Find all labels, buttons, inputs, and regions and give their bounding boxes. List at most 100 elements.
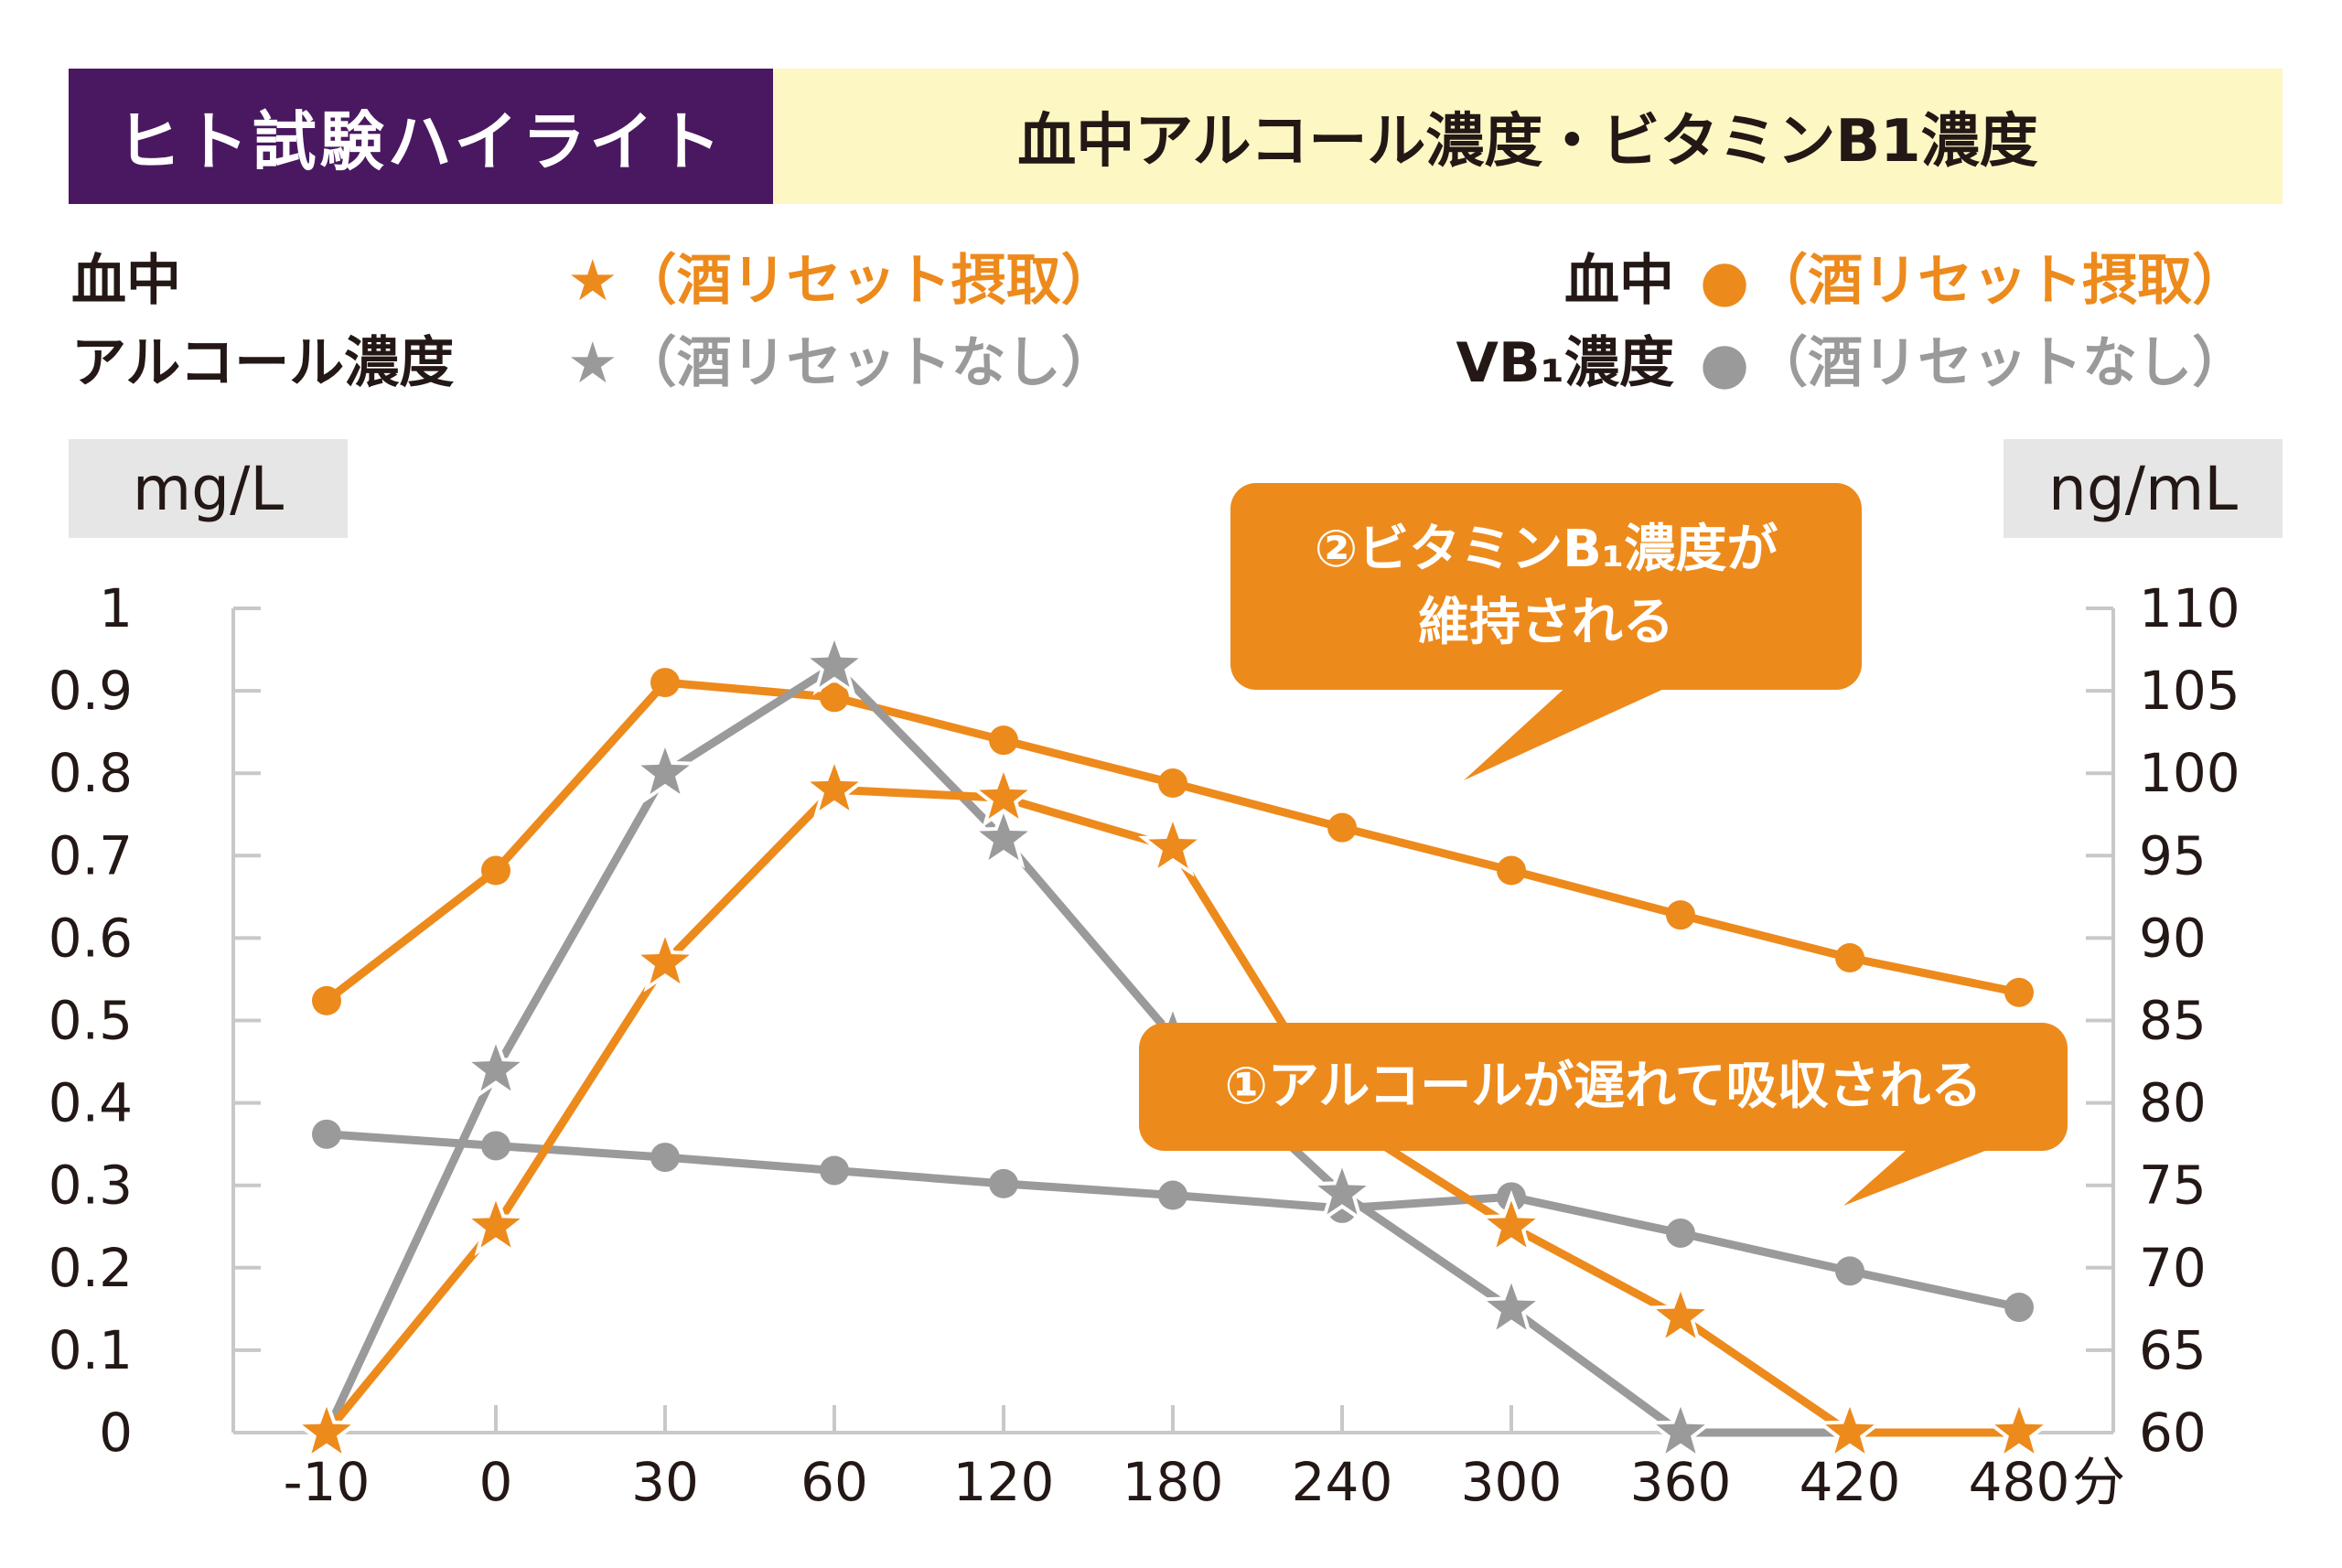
- data-point-star: [1307, 1156, 1377, 1223]
- legend-alcohol-series: ★ （酒リセット摂取） ★ （酒リセットなし）: [567, 240, 1116, 404]
- data-point-star: [1646, 1281, 1715, 1348]
- right-axis-tick-label: 70: [2139, 1237, 2207, 1299]
- header-badge: ヒト試験ハイライト: [69, 69, 773, 204]
- legend-vb1-series: ● （酒リセット摂取） ● （酒リセットなし）: [1700, 240, 2247, 404]
- right-axis-tick-label: 85: [2139, 990, 2207, 1052]
- left-axis-tick-label: 0.6: [48, 907, 133, 969]
- star-icon: ★: [567, 247, 618, 314]
- x-axis-tick-label: 300: [1461, 1451, 1563, 1513]
- data-point-circle: [481, 855, 510, 886]
- left-axis-tick-label: 0: [99, 1402, 133, 1464]
- data-point-circle: [1497, 855, 1526, 886]
- data-point-circle: [481, 1131, 510, 1161]
- right-axis-tick-label: 100: [2139, 742, 2240, 804]
- legend-alcohol-with-label: （酒リセット摂取）: [621, 249, 1116, 313]
- data-point-circle: [1835, 1256, 1864, 1286]
- callout-alcohol: ①アルコールが遅れて吸収される: [1139, 1023, 2068, 1210]
- data-point-circle: [1666, 900, 1695, 930]
- data-point-star: [1984, 1396, 2054, 1463]
- legend-vb1-line1: 血中: [1564, 249, 1674, 313]
- data-point-star: [1477, 1189, 1546, 1257]
- right-axis-tick-label: 65: [2139, 1319, 2207, 1381]
- data-point-star: [969, 802, 1038, 869]
- data-point-star: [1646, 1396, 1715, 1463]
- x-axis-tick-label: 420: [1799, 1451, 1901, 1513]
- left-axis-tick-label: 0.8: [48, 742, 133, 804]
- callout-alcohol-pointer: [1843, 1149, 1990, 1206]
- circle-icon: ●: [1700, 329, 1750, 396]
- data-point-circle: [1835, 943, 1864, 973]
- legend-alcohol: 血中 アルコール濃度: [71, 240, 454, 404]
- right-axis-tick-label: 105: [2139, 660, 2240, 722]
- data-point-star: [800, 629, 869, 696]
- data-point-circle: [312, 1119, 341, 1149]
- x-axis-tick-label: 240: [1292, 1451, 1393, 1513]
- x-axis-tick-label: 360: [1630, 1451, 1732, 1513]
- series-2: [312, 668, 2034, 1015]
- data-point-circle: [820, 1155, 849, 1186]
- data-point-star: [969, 761, 1038, 828]
- chart-series: [292, 629, 2054, 1463]
- data-point-star: [1815, 1396, 1885, 1463]
- left-axis-tick-label: 0.9: [48, 660, 133, 722]
- data-point-star: [461, 1033, 531, 1100]
- data-point-circle: [1158, 1180, 1187, 1210]
- data-point-circle: [312, 985, 341, 1015]
- data-point-circle: [1327, 812, 1357, 843]
- left-axis-tick-label: 0.3: [48, 1155, 133, 1217]
- data-point-circle: [650, 668, 680, 698]
- legend-vb1: 血中 VB₁濃度: [1400, 240, 1674, 404]
- callout-alcohol-body: ①アルコールが遅れて吸収される: [1139, 1023, 2068, 1151]
- legend-alcohol-without-label: （酒リセットなし）: [621, 331, 1116, 395]
- data-point-star: [1138, 811, 1208, 877]
- callout-vitamin: ②ビタミンB₁濃度が 維持される: [1230, 483, 1862, 785]
- series-3: [312, 1119, 2034, 1323]
- data-point-circle: [2004, 977, 2034, 1007]
- callout-alcohol-line1: ①アルコールが遅れて吸収される: [1224, 1057, 1982, 1116]
- data-point-circle: [2004, 1293, 2034, 1323]
- header-title: 血中アルコール濃度・ビタミンB1濃度: [773, 69, 2283, 204]
- legend-alcohol-line1: 血中: [71, 249, 181, 313]
- x-axis-tick-label: 0: [479, 1451, 513, 1513]
- left-axis-tick-label: 0.2: [48, 1237, 133, 1299]
- data-point-star: [630, 736, 700, 803]
- callout-vitamin-line1: ②ビタミンB₁濃度が: [1314, 520, 1778, 579]
- left-axis-tick-label: 0.7: [48, 824, 133, 886]
- left-axis-tick-label: 0.5: [48, 990, 133, 1052]
- data-point-star: [1477, 1272, 1546, 1339]
- right-axis-unit: ng/mL: [2004, 439, 2283, 538]
- circle-icon: ●: [1700, 247, 1750, 314]
- left-axis-unit: mg/L: [69, 439, 348, 538]
- legend-vb1-line2: VB₁濃度: [1456, 331, 1674, 395]
- data-point-star: [461, 1189, 531, 1257]
- right-axis-tick-label: 80: [2139, 1072, 2207, 1134]
- x-axis-tick-label: 30: [631, 1451, 699, 1513]
- series-0: [292, 753, 2054, 1463]
- left-axis-tick-label: 1: [99, 577, 133, 639]
- right-axis-tick-label: 110: [2139, 577, 2240, 639]
- right-axis-tick-label: 95: [2139, 824, 2207, 886]
- data-point-circle: [989, 1168, 1018, 1198]
- legend-alcohol-line2: アルコール濃度: [71, 331, 455, 395]
- data-point-circle: [989, 725, 1018, 756]
- x-axis-tick-label: 480: [1969, 1451, 2070, 1513]
- x-axis-tick-label: -10: [284, 1451, 371, 1513]
- callout-vitamin-pointer: [1464, 684, 1674, 780]
- data-point-circle: [1158, 768, 1187, 799]
- right-axis-tick-label: 90: [2139, 907, 2207, 969]
- left-axis-tick-label: 0.1: [48, 1319, 133, 1381]
- left-axis-tick-label: 0.4: [48, 1072, 133, 1134]
- data-point-circle: [1666, 1218, 1695, 1248]
- header-bar: ヒト試験ハイライト 血中アルコール濃度・ビタミンB1濃度: [69, 69, 2283, 204]
- x-axis-tick-label: 180: [1123, 1451, 1224, 1513]
- star-icon: ★: [567, 329, 618, 396]
- legend-vb1-with-label: （酒リセット摂取）: [1753, 249, 2248, 313]
- data-point-circle: [820, 682, 849, 713]
- x-axis-unit-label: 分: [2072, 1451, 2125, 1513]
- x-axis-tick-label: 60: [800, 1451, 868, 1513]
- right-axis-tick-label: 60: [2139, 1402, 2207, 1464]
- x-axis-tick-label: 120: [953, 1451, 1055, 1513]
- callout-vitamin-body: ②ビタミンB₁濃度が 維持される: [1230, 483, 1862, 690]
- data-point-star: [292, 1396, 361, 1463]
